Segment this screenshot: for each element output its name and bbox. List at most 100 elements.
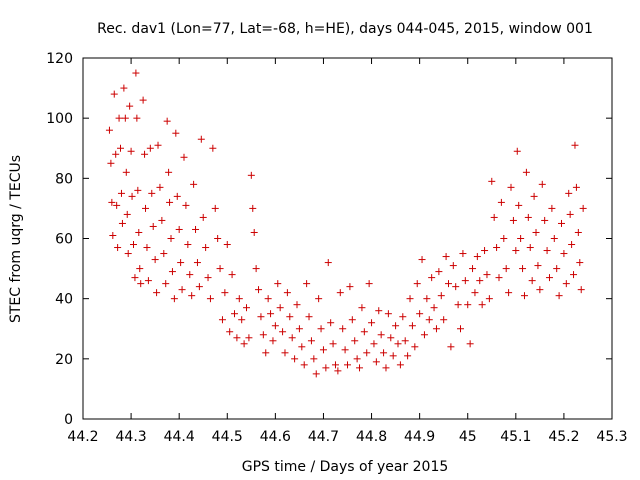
- data-point: [267, 310, 275, 318]
- data-point: [162, 280, 170, 288]
- data-point: [574, 228, 582, 236]
- data-point: [319, 346, 327, 354]
- data-point: [493, 244, 501, 252]
- data-point: [126, 102, 134, 110]
- data-point: [536, 286, 544, 294]
- x-tick-label: 45: [459, 429, 477, 445]
- data-point: [555, 292, 563, 300]
- y-tick-label: 80: [55, 171, 73, 187]
- data-point: [195, 283, 203, 291]
- data-point: [471, 289, 479, 297]
- data-point: [327, 319, 335, 327]
- data-point: [315, 295, 323, 303]
- data-point: [478, 301, 486, 309]
- data-point: [165, 168, 173, 176]
- data-point: [389, 352, 397, 360]
- data-point: [112, 150, 120, 158]
- data-point: [233, 334, 241, 342]
- data-point: [255, 286, 263, 294]
- data-point: [329, 340, 337, 348]
- data-point: [346, 283, 354, 291]
- data-point: [151, 256, 159, 264]
- data-point: [579, 204, 587, 212]
- data-point: [240, 340, 248, 348]
- data-point: [418, 256, 426, 264]
- data-point: [363, 349, 371, 357]
- data-point: [375, 307, 383, 315]
- data-point: [401, 337, 409, 345]
- data-point: [461, 277, 469, 285]
- data-point: [452, 283, 460, 291]
- y-tick-label: 20: [55, 352, 73, 368]
- data-point: [500, 235, 508, 242]
- data-point: [413, 280, 421, 288]
- data-point: [457, 325, 465, 333]
- data-point: [259, 331, 267, 339]
- data-point: [167, 235, 175, 242]
- data-point: [135, 228, 143, 236]
- data-point: [113, 201, 121, 209]
- data-point: [532, 228, 540, 236]
- data-point: [172, 129, 180, 137]
- data-point: [245, 334, 253, 342]
- data-point: [565, 189, 573, 197]
- data-point: [144, 277, 152, 285]
- x-tick-label: 44.7: [308, 429, 339, 445]
- data-point: [127, 147, 135, 155]
- data-point: [571, 141, 579, 149]
- data-point: [310, 355, 318, 363]
- data-point: [466, 340, 474, 348]
- data-point: [298, 343, 306, 351]
- data-point: [262, 349, 270, 357]
- data-point: [572, 183, 580, 191]
- data-point: [139, 96, 147, 104]
- data-point: [288, 334, 296, 342]
- data-point: [137, 280, 145, 288]
- data-point: [507, 183, 515, 191]
- data-point: [360, 328, 368, 336]
- data-point: [141, 150, 149, 158]
- data-point: [464, 301, 472, 309]
- data-point: [356, 364, 364, 372]
- data-point: [566, 210, 574, 218]
- data-point: [249, 204, 257, 212]
- data-point: [117, 189, 125, 197]
- data-point: [114, 244, 122, 252]
- data-point: [411, 343, 419, 351]
- data-points: [105, 69, 587, 378]
- data-point: [132, 69, 140, 77]
- data-point: [118, 219, 126, 227]
- x-axis-label: GPS time / Days of year 2015: [242, 459, 449, 475]
- x-tick-label: 45.3: [596, 429, 627, 445]
- data-point: [476, 277, 484, 285]
- data-point: [146, 144, 154, 152]
- data-point: [173, 192, 181, 200]
- chart-title: Rec. dav1 (Lon=77, Lat=-68, h=HE), days …: [97, 21, 593, 37]
- data-point: [570, 271, 578, 279]
- data-point: [399, 313, 407, 321]
- data-point: [120, 84, 128, 92]
- data-point: [124, 250, 132, 258]
- data-point: [188, 292, 196, 300]
- data-point: [396, 361, 404, 369]
- data-point: [192, 225, 200, 233]
- data-point: [437, 292, 445, 300]
- data-point: [257, 313, 265, 321]
- data-point: [322, 364, 330, 372]
- data-point: [218, 316, 226, 324]
- data-point: [312, 370, 320, 378]
- data-point: [353, 355, 361, 363]
- data-point: [454, 301, 462, 309]
- data-point: [107, 159, 115, 167]
- y-tick-label: 120: [46, 51, 73, 67]
- data-point: [387, 334, 395, 342]
- data-point: [180, 153, 188, 161]
- data-point: [370, 340, 378, 348]
- data-point: [522, 168, 530, 176]
- y-axis-label: STEC from uqrg / TECUs: [8, 155, 24, 323]
- data-point: [250, 228, 258, 236]
- data-point: [520, 292, 528, 300]
- plot-frame: [82, 57, 613, 420]
- data-point: [305, 313, 313, 321]
